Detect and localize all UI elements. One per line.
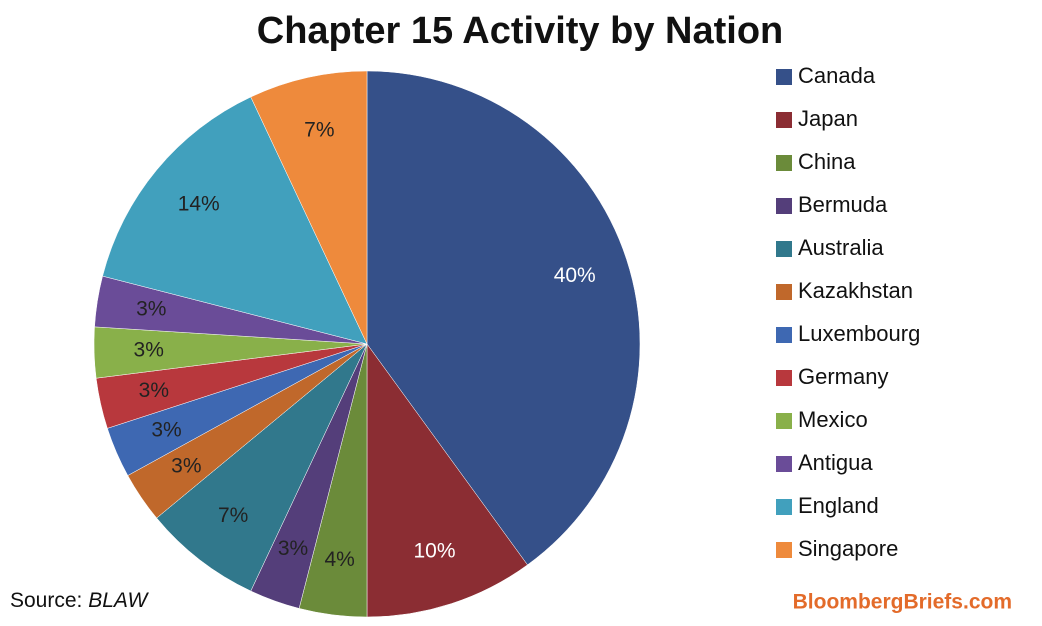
data-label: 3% (278, 537, 308, 560)
source-name: BLAW (88, 589, 149, 612)
data-label: 3% (171, 454, 201, 477)
legend-label: Germany (798, 364, 888, 389)
data-label: 3% (139, 379, 169, 402)
data-label: 3% (151, 418, 181, 441)
legend-swatch (776, 542, 792, 558)
legend-swatch (776, 241, 792, 257)
legend-swatch (776, 198, 792, 214)
data-label: 3% (136, 297, 166, 320)
legend-label: Singapore (798, 536, 898, 561)
pie-slice (156, 343, 368, 592)
data-label: 3% (134, 338, 164, 361)
legend-label: Kazakhstan (798, 278, 913, 303)
legend-label: China (798, 149, 856, 174)
legend-swatch (776, 112, 792, 128)
pie-slice (250, 70, 368, 345)
pie-slice (102, 96, 368, 345)
pie-slice (366, 70, 641, 566)
legend-swatch (776, 499, 792, 515)
chart-title: Chapter 15 Activity by Nation (257, 10, 784, 52)
data-label: 7% (304, 118, 334, 141)
source: Source: BLAW (10, 589, 150, 612)
legend-label: Japan (798, 106, 858, 131)
legend-label: Mexico (798, 407, 868, 432)
data-label: 40% (554, 264, 596, 287)
legend-swatch (776, 413, 792, 429)
data-label: 4% (324, 548, 354, 571)
legend-label: Canada (798, 63, 876, 88)
legend-swatch (776, 456, 792, 472)
legend-label: Bermuda (798, 192, 888, 217)
legend-label: Luxembourg (798, 321, 920, 346)
pie-slice (366, 343, 528, 618)
legend-swatch (776, 69, 792, 85)
legend-label: Australia (798, 235, 884, 260)
source-label: Source: (10, 589, 82, 612)
data-label: 14% (178, 192, 220, 215)
legend-swatch (776, 327, 792, 343)
watermark: BloombergBriefs.com (793, 591, 1012, 614)
legend-label: Antigua (798, 450, 873, 475)
legend-swatch (776, 284, 792, 300)
legend-swatch (776, 370, 792, 386)
legend-label: England (798, 493, 879, 518)
data-label: 10% (413, 539, 455, 562)
data-label: 7% (218, 504, 248, 527)
legend-swatch (776, 155, 792, 171)
